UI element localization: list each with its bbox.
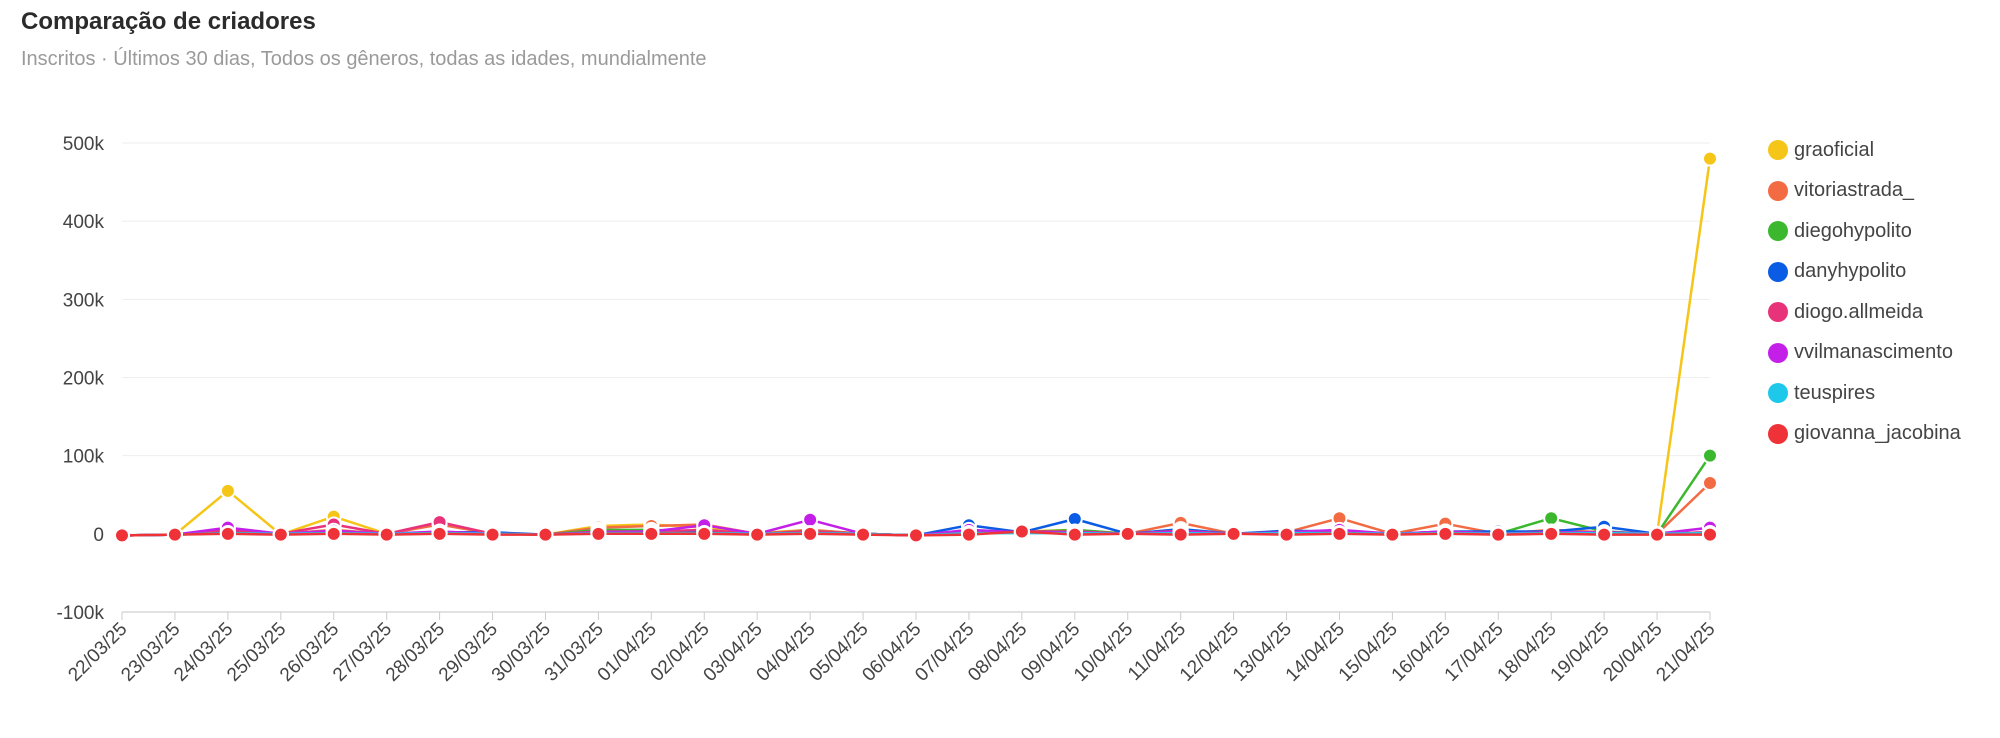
chart-header: Comparação de criadores Inscritos · Últi…: [21, 8, 707, 71]
chart-subtitle: Inscritos · Últimos 30 dias, Todos os gê…: [21, 48, 707, 70]
legend-dot-icon: [1768, 423, 1788, 444]
data-point[interactable]: [1225, 525, 1242, 542]
data-point[interactable]: [484, 526, 501, 543]
line-chart: 500k400k300k200k100k0-100k22/03/2523/03/…: [56, 134, 1719, 686]
data-point[interactable]: [431, 525, 448, 542]
y-tick-label: 100k: [63, 447, 105, 468]
legend-label: vvilmanascimento: [1794, 341, 1953, 364]
legend-dot-icon: [1768, 140, 1788, 161]
y-tick-label: 300k: [63, 290, 105, 311]
x-tick-label: 21/04/25: [1652, 619, 1719, 686]
data-point[interactable]: [1437, 525, 1454, 542]
legend-dot-icon: [1768, 261, 1788, 282]
legend-label: diegohypolito: [1794, 219, 1912, 242]
grid: [122, 142, 1710, 535]
series-points: [114, 150, 1718, 544]
legend-dot-icon: [1768, 302, 1788, 323]
legend-item-diogo.allmeida[interactable]: diogo.allmeida: [1768, 292, 1961, 333]
data-point[interactable]: [1702, 447, 1718, 464]
chart-title: Comparação de criadores: [21, 8, 316, 35]
legend-label: graoficial: [1794, 138, 1875, 161]
data-point[interactable]: [114, 527, 130, 544]
data-point[interactable]: [1013, 523, 1030, 540]
data-point[interactable]: [1702, 475, 1718, 492]
legend-label: teuspires: [1794, 381, 1876, 404]
data-point[interactable]: [643, 525, 660, 542]
y-tick-label: 0: [93, 525, 104, 546]
data-point[interactable]: [908, 527, 924, 544]
data-point[interactable]: [802, 511, 819, 528]
data-point[interactable]: [378, 526, 395, 543]
data-point[interactable]: [1331, 525, 1348, 542]
data-point[interactable]: [802, 525, 819, 542]
x-tick-label: 10/04/25: [1070, 619, 1137, 686]
legend-item-danyhypolito[interactable]: danyhypolito: [1768, 252, 1961, 293]
data-point[interactable]: [749, 526, 766, 543]
data-point[interactable]: [219, 525, 236, 542]
data-point[interactable]: [1702, 150, 1718, 167]
data-point[interactable]: [855, 526, 872, 543]
y-tick-label: 500k: [63, 134, 105, 155]
y-tick-label: 200k: [63, 369, 105, 390]
legend-dot-icon: [1768, 180, 1788, 201]
legend-item-diegohypolito[interactable]: diegohypolito: [1768, 211, 1961, 252]
data-point[interactable]: [219, 482, 236, 499]
y-tick-label: -100k: [56, 603, 104, 624]
axes: 500k400k300k200k100k0-100k22/03/2523/03/…: [56, 134, 1719, 686]
data-point[interactable]: [1543, 525, 1560, 542]
data-point[interactable]: [1543, 510, 1560, 527]
legend-item-vvilmanascimento[interactable]: vvilmanascimento: [1768, 333, 1961, 374]
data-point[interactable]: [166, 526, 183, 543]
data-point[interactable]: [1702, 526, 1718, 543]
data-point[interactable]: [1596, 526, 1613, 543]
legend-label: giovanna_jacobina: [1794, 422, 1961, 445]
legend-dot-icon: [1768, 221, 1788, 242]
legend-label: danyhypolito: [1794, 260, 1907, 283]
data-point[interactable]: [537, 526, 554, 543]
data-point[interactable]: [1119, 525, 1136, 542]
data-point[interactable]: [590, 525, 607, 542]
data-point[interactable]: [960, 526, 977, 543]
legend-label: vitoriastrada_: [1794, 179, 1915, 202]
legend-item-teuspires[interactable]: teuspires: [1768, 373, 1961, 414]
y-tick-label: 400k: [63, 212, 105, 233]
legend-dot-icon: [1768, 342, 1788, 363]
series-lines: [121, 158, 1712, 537]
data-point[interactable]: [1172, 526, 1189, 543]
legend-item-vitoriastrada_[interactable]: vitoriastrada_: [1768, 171, 1961, 212]
legend-label: diogo.allmeida: [1794, 300, 1923, 323]
legend-item-giovanna_jacobina[interactable]: giovanna_jacobina: [1768, 414, 1961, 455]
data-point[interactable]: [696, 525, 713, 542]
data-point[interactable]: [1649, 526, 1666, 543]
data-point[interactable]: [1278, 526, 1295, 543]
legend-item-graoficial[interactable]: graoficial: [1768, 130, 1961, 171]
data-point[interactable]: [1490, 526, 1507, 543]
data-point[interactable]: [1066, 526, 1083, 543]
series-line-diegohypolito: [121, 454, 1712, 537]
legend-dot-icon: [1768, 383, 1788, 404]
data-point[interactable]: [325, 525, 342, 542]
series-line-graoficial: [121, 158, 1712, 537]
data-point[interactable]: [1384, 526, 1401, 543]
legend: graoficial vitoriastrada_ diegohypolito dan…: [1768, 130, 1961, 454]
data-point[interactable]: [272, 526, 289, 543]
